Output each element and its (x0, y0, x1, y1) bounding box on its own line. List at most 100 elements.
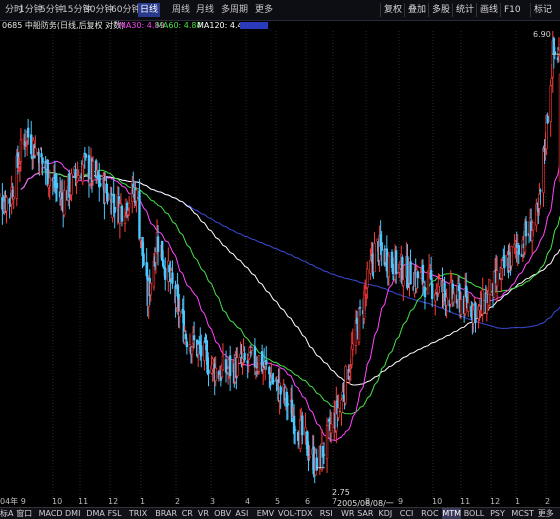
candle-body (392, 264, 394, 274)
high-price-label: 6.90 (533, 30, 551, 39)
candle-body (366, 269, 368, 288)
period-tab-10[interactable]: 更多 (253, 3, 275, 17)
date-tick-label: 11 (460, 497, 470, 507)
candle-body (13, 197, 15, 199)
candle-body (453, 294, 455, 302)
candle-body (203, 342, 205, 361)
candle-body (164, 268, 166, 279)
candle (135, 187, 137, 212)
candle-body (540, 190, 542, 191)
toolbar-tool-0[interactable]: 复权 (380, 3, 402, 17)
candle (164, 257, 166, 290)
candle-body (42, 158, 44, 164)
candle (139, 179, 141, 240)
toolbar-tool-1[interactable]: 叠加 (404, 3, 426, 17)
candle (229, 346, 231, 391)
candle-body (236, 358, 238, 376)
candle (482, 278, 484, 323)
indicator-tab-4[interactable]: DMA (86, 508, 105, 519)
candle-body (547, 116, 549, 123)
candle-body (388, 256, 390, 277)
candle-body (244, 353, 246, 360)
date-tick-label: 10 (52, 497, 62, 507)
candle-body (381, 242, 383, 250)
candle (301, 412, 303, 444)
toolbar-tool-4[interactable]: 画线 (476, 3, 498, 17)
candle-body (439, 279, 441, 286)
indicator-tab-22[interactable]: PSY (490, 508, 505, 519)
date-tick-label: 1 (515, 497, 520, 507)
candle (63, 180, 65, 217)
indicator-tab-17[interactable]: KDJ (379, 508, 393, 519)
chart-title-bar: 0685 中船防务(日线,后复权 对数) MA30: 4.89 MA60: 4.… (0, 20, 560, 31)
candle-body (6, 197, 8, 211)
indicator-tab-3[interactable]: DMI (65, 508, 80, 519)
indicator-tab-20[interactable]: MTM (442, 508, 461, 519)
indicator-tab-15[interactable]: WR (341, 508, 354, 519)
candle-body (511, 246, 513, 265)
indicator-tab-21[interactable]: BOLL (464, 508, 485, 519)
indicator-tab-12[interactable]: EMV (257, 508, 274, 519)
toolbar-tool-2[interactable]: 多股 (428, 3, 450, 17)
toolbar-tool-3[interactable]: 统计 (452, 3, 474, 17)
candle (475, 301, 477, 332)
candle-body (417, 272, 419, 278)
candle (345, 365, 347, 406)
date-tick-label: 2 (175, 497, 180, 507)
period-tab-6[interactable]: 日线 (138, 3, 160, 17)
candle-body (172, 273, 174, 284)
period-tab-8[interactable]: 月线 (194, 3, 216, 17)
ma250-swatch (240, 22, 268, 29)
candle-body (99, 184, 101, 186)
indicator-tab-0[interactable]: 标A (0, 508, 13, 519)
candle-body (63, 191, 65, 215)
candle-body (200, 346, 202, 356)
candle-body (208, 370, 210, 374)
indicator-tab-5[interactable]: FSL (108, 508, 122, 519)
toolbar-tool-5[interactable]: F10 (500, 3, 521, 17)
candle-body (444, 282, 446, 291)
indicator-tab-8[interactable]: CR (182, 508, 193, 519)
indicator-tab-2[interactable]: MACD (39, 508, 63, 519)
ma30-line (21, 161, 560, 440)
candles (0, 31, 560, 483)
date-tick-label: 4 (245, 497, 250, 507)
indicator-tab-13[interactable]: VOL-TDX (278, 508, 313, 519)
candle-body (356, 318, 358, 323)
indicator-tab-9[interactable]: VR (198, 508, 209, 519)
indicator-tab-16[interactable]: SAR (357, 508, 373, 519)
candlestick-chart[interactable] (0, 31, 560, 497)
candle (121, 204, 123, 226)
candle-body (287, 404, 289, 405)
candle-body (518, 245, 520, 254)
date-tick-label: 1 (140, 497, 145, 507)
candle-body (503, 255, 505, 267)
candle-body (135, 190, 137, 200)
period-tab-9[interactable]: 多周期 (219, 3, 250, 17)
candle (374, 232, 376, 272)
indicator-tab-7[interactable]: BRAR (155, 508, 177, 519)
indicator-tab-1[interactable]: 窗口 (16, 508, 32, 519)
indicator-tab-19[interactable]: ROC (421, 508, 438, 519)
stock-title: 0685 中船防务(日线,后复权 对数) (2, 20, 124, 31)
indicator-tab-10[interactable]: OBV (214, 508, 231, 519)
date-tick-label: 3 (210, 497, 215, 507)
candle-body (186, 342, 188, 347)
indicator-tab-24[interactable]: 更多 (538, 508, 554, 519)
candle-body (446, 297, 448, 305)
toolbar-tool-6[interactable]: 标记 (530, 3, 552, 17)
indicator-tab-14[interactable]: RSI (320, 508, 333, 519)
candle-body (424, 287, 426, 296)
candle-body (489, 280, 491, 295)
candle-body (20, 140, 22, 161)
indicator-tab-6[interactable]: TRIX (129, 508, 147, 519)
indicator-tab-11[interactable]: ASI (235, 508, 248, 519)
candle-body (139, 191, 141, 239)
candle-body (193, 336, 195, 340)
period-tab-7[interactable]: 周线 (170, 3, 192, 17)
date-tick-label: 12 (108, 497, 118, 507)
indicator-tab-18[interactable]: CCI (400, 508, 414, 519)
indicator-tab-23[interactable]: MCST (511, 508, 533, 519)
candle-body (554, 52, 556, 54)
